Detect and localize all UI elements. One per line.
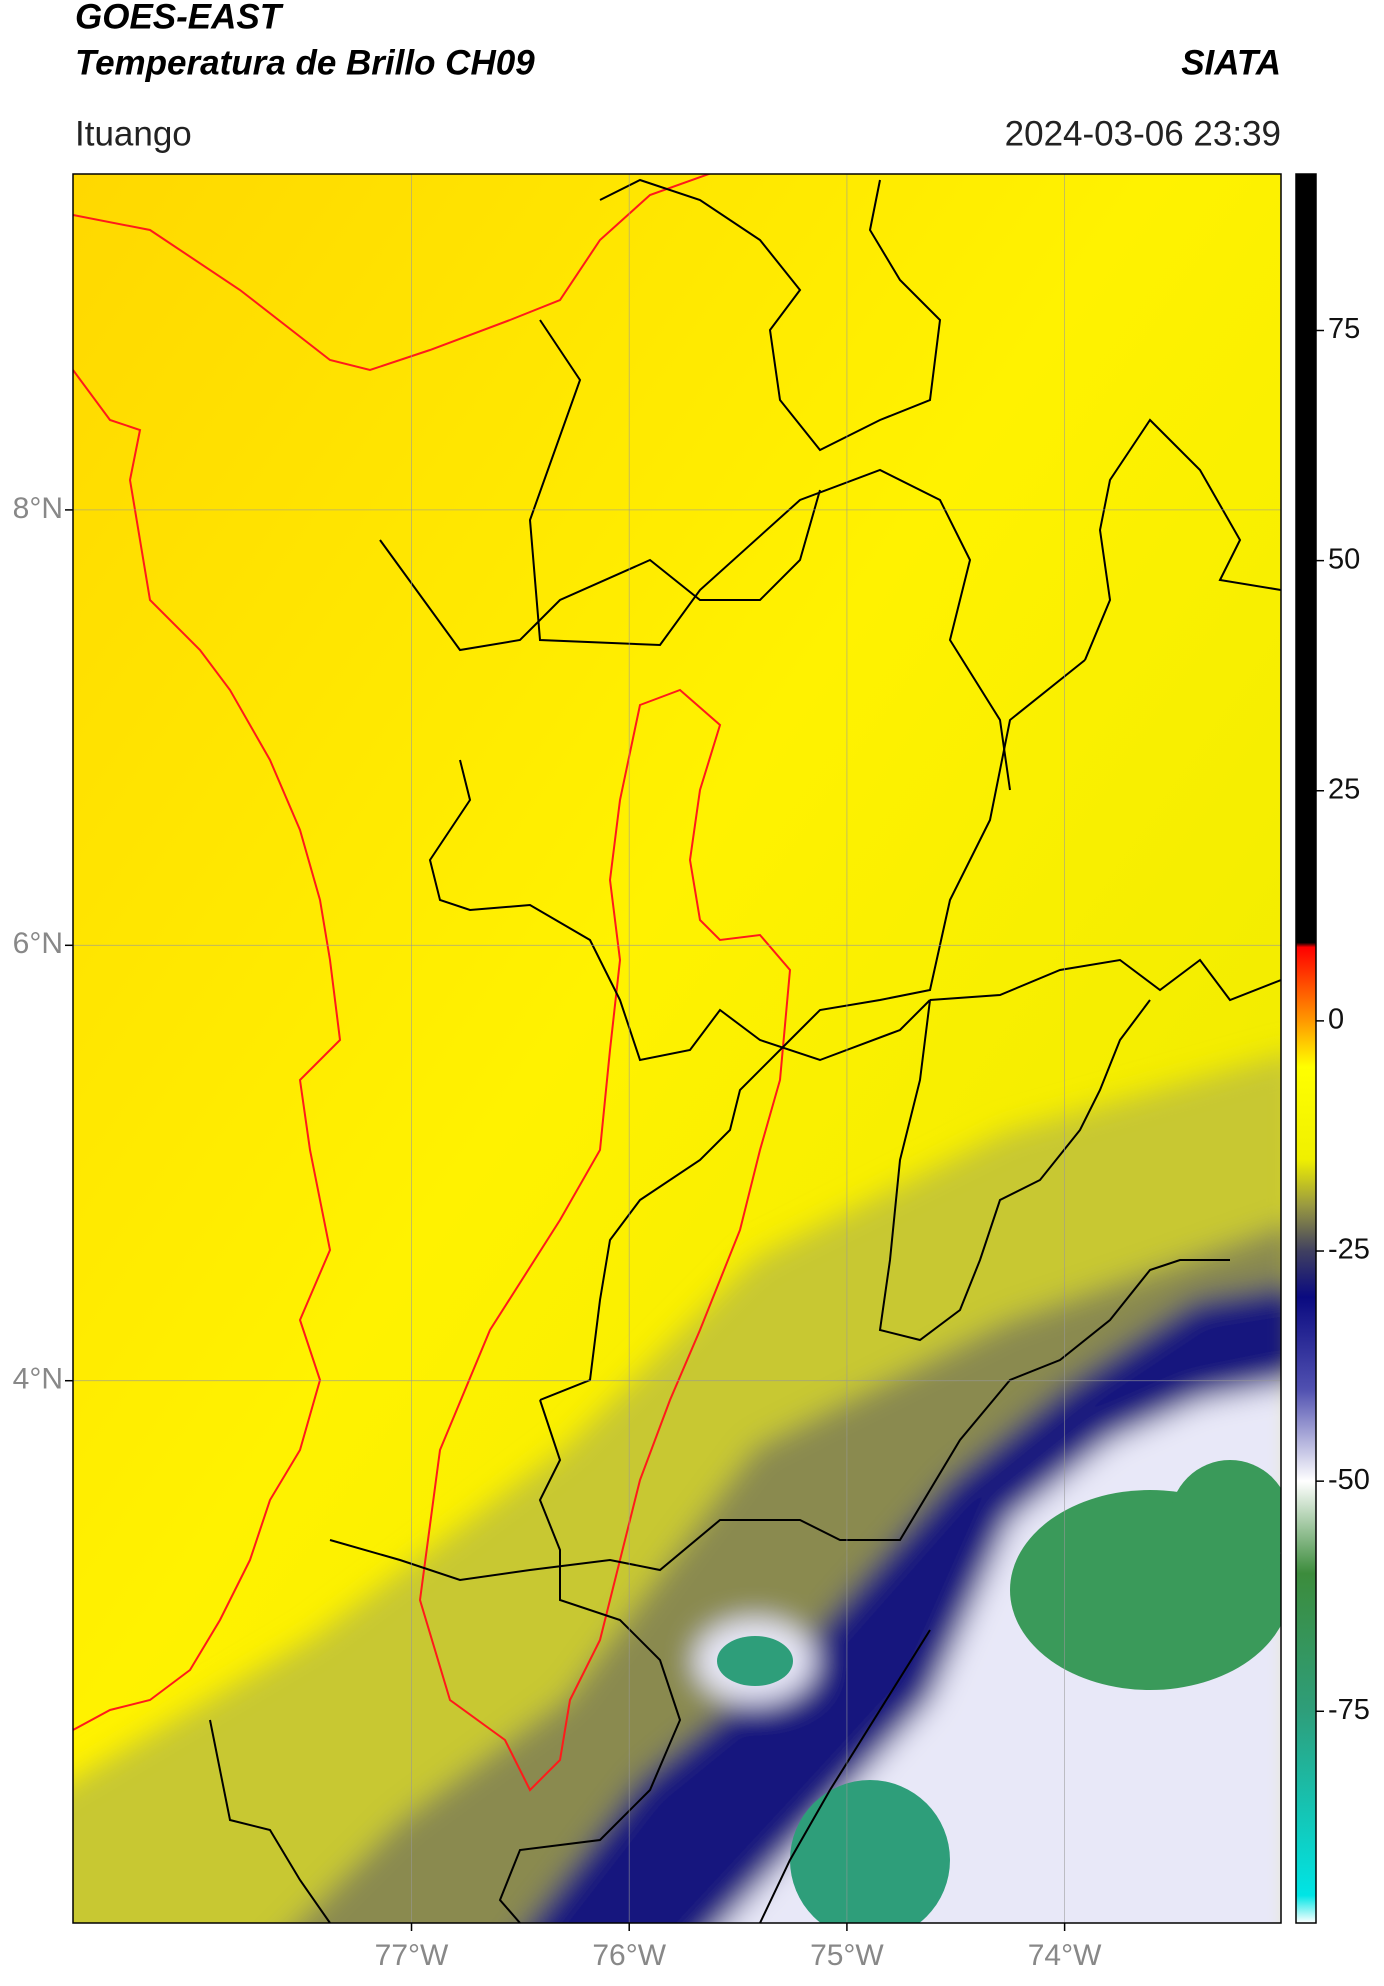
admin-border xyxy=(428,759,931,1062)
admin-border xyxy=(878,999,1151,1342)
x-tick-label: 75°W xyxy=(810,1939,884,1972)
x-tick-label: 76°W xyxy=(592,1939,666,1972)
x-tick-label: 74°W xyxy=(1028,1939,1102,1972)
cloud-core xyxy=(717,1636,793,1686)
colorbar xyxy=(1295,173,1317,1924)
basin-outline xyxy=(418,688,792,1792)
cloud-field xyxy=(73,1055,1281,1923)
admin-border xyxy=(539,659,1086,1401)
admin-border xyxy=(599,178,942,452)
colorbar-tick-label: 75 xyxy=(1328,313,1360,345)
cloud-core xyxy=(1170,1460,1281,1580)
y-tick-label: 8°N xyxy=(13,492,63,525)
map-frame xyxy=(72,173,1282,1924)
admin-border xyxy=(929,958,1281,1002)
colorbar-tick-label: -50 xyxy=(1328,1464,1370,1496)
y-tick-label: 6°N xyxy=(13,927,63,960)
source: SIATA xyxy=(1181,43,1281,82)
satellite-image xyxy=(73,174,1281,1923)
colorbar-tick-label: 0 xyxy=(1328,1004,1344,1036)
colorbar-tick-label: -75 xyxy=(1328,1694,1370,1726)
location: Ituango xyxy=(75,114,192,153)
admin-border xyxy=(209,1719,331,1923)
admin-border xyxy=(329,1259,1230,1582)
colorbar-tick-label: 25 xyxy=(1328,773,1360,805)
y-tick-label: 4°N xyxy=(13,1363,63,1396)
admin-border xyxy=(498,1399,682,1923)
colorbar-tick-label: -25 xyxy=(1328,1234,1370,1266)
cloud-core xyxy=(790,1780,950,1923)
admin-border xyxy=(1084,418,1281,661)
admin-border xyxy=(759,1629,931,1923)
x-tick-label: 77°W xyxy=(375,1939,449,1972)
colorbar-tick-label: 50 xyxy=(1328,543,1360,575)
coastline xyxy=(73,174,712,372)
subtitle: Temperatura de Brillo CH09 xyxy=(75,43,535,82)
admin-border xyxy=(528,319,1011,791)
title: GOES-EAST xyxy=(75,0,284,36)
admin-border xyxy=(379,489,821,652)
coastline xyxy=(73,369,342,1731)
datetime: 2024-03-06 23:39 xyxy=(1005,114,1281,153)
